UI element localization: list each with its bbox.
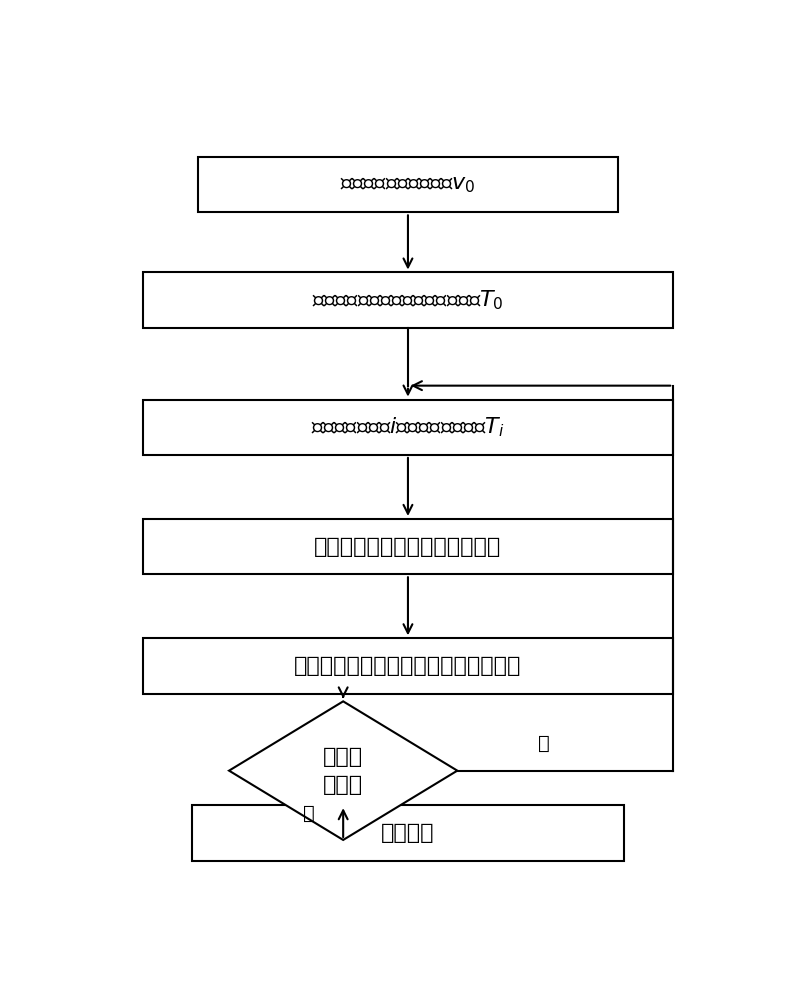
- Text: 测量一定时间内搅拌叶片平均扭矩$T_0$: 测量一定时间内搅拌叶片平均扭矩$T_0$: [312, 288, 504, 312]
- Text: 通过公式求得活塞匀速阶段速度: 通过公式求得活塞匀速阶段速度: [314, 537, 501, 557]
- Text: 否: 否: [538, 734, 549, 753]
- Text: 泵送结束: 泵送结束: [381, 823, 435, 843]
- Text: 设定活塞运动初始速度$v_0$: 设定活塞运动初始速度$v_0$: [340, 175, 476, 195]
- Bar: [192, 805, 624, 861]
- Bar: [142, 272, 673, 328]
- Text: 是: 是: [303, 804, 315, 822]
- Bar: [198, 157, 618, 212]
- Text: 泵送是
否完成: 泵送是 否完成: [323, 747, 363, 795]
- Bar: [142, 638, 673, 694]
- Text: 测量搅拌叶片第$i$个周期的平均扭矩$T_i$: 测量搅拌叶片第$i$个周期的平均扭矩$T_i$: [311, 415, 505, 439]
- Text: 通过反馈调节模块调节活塞的运动速度: 通过反馈调节模块调节活塞的运动速度: [295, 656, 521, 676]
- Bar: [142, 400, 673, 455]
- Bar: [142, 519, 673, 574]
- Polygon shape: [229, 701, 457, 840]
